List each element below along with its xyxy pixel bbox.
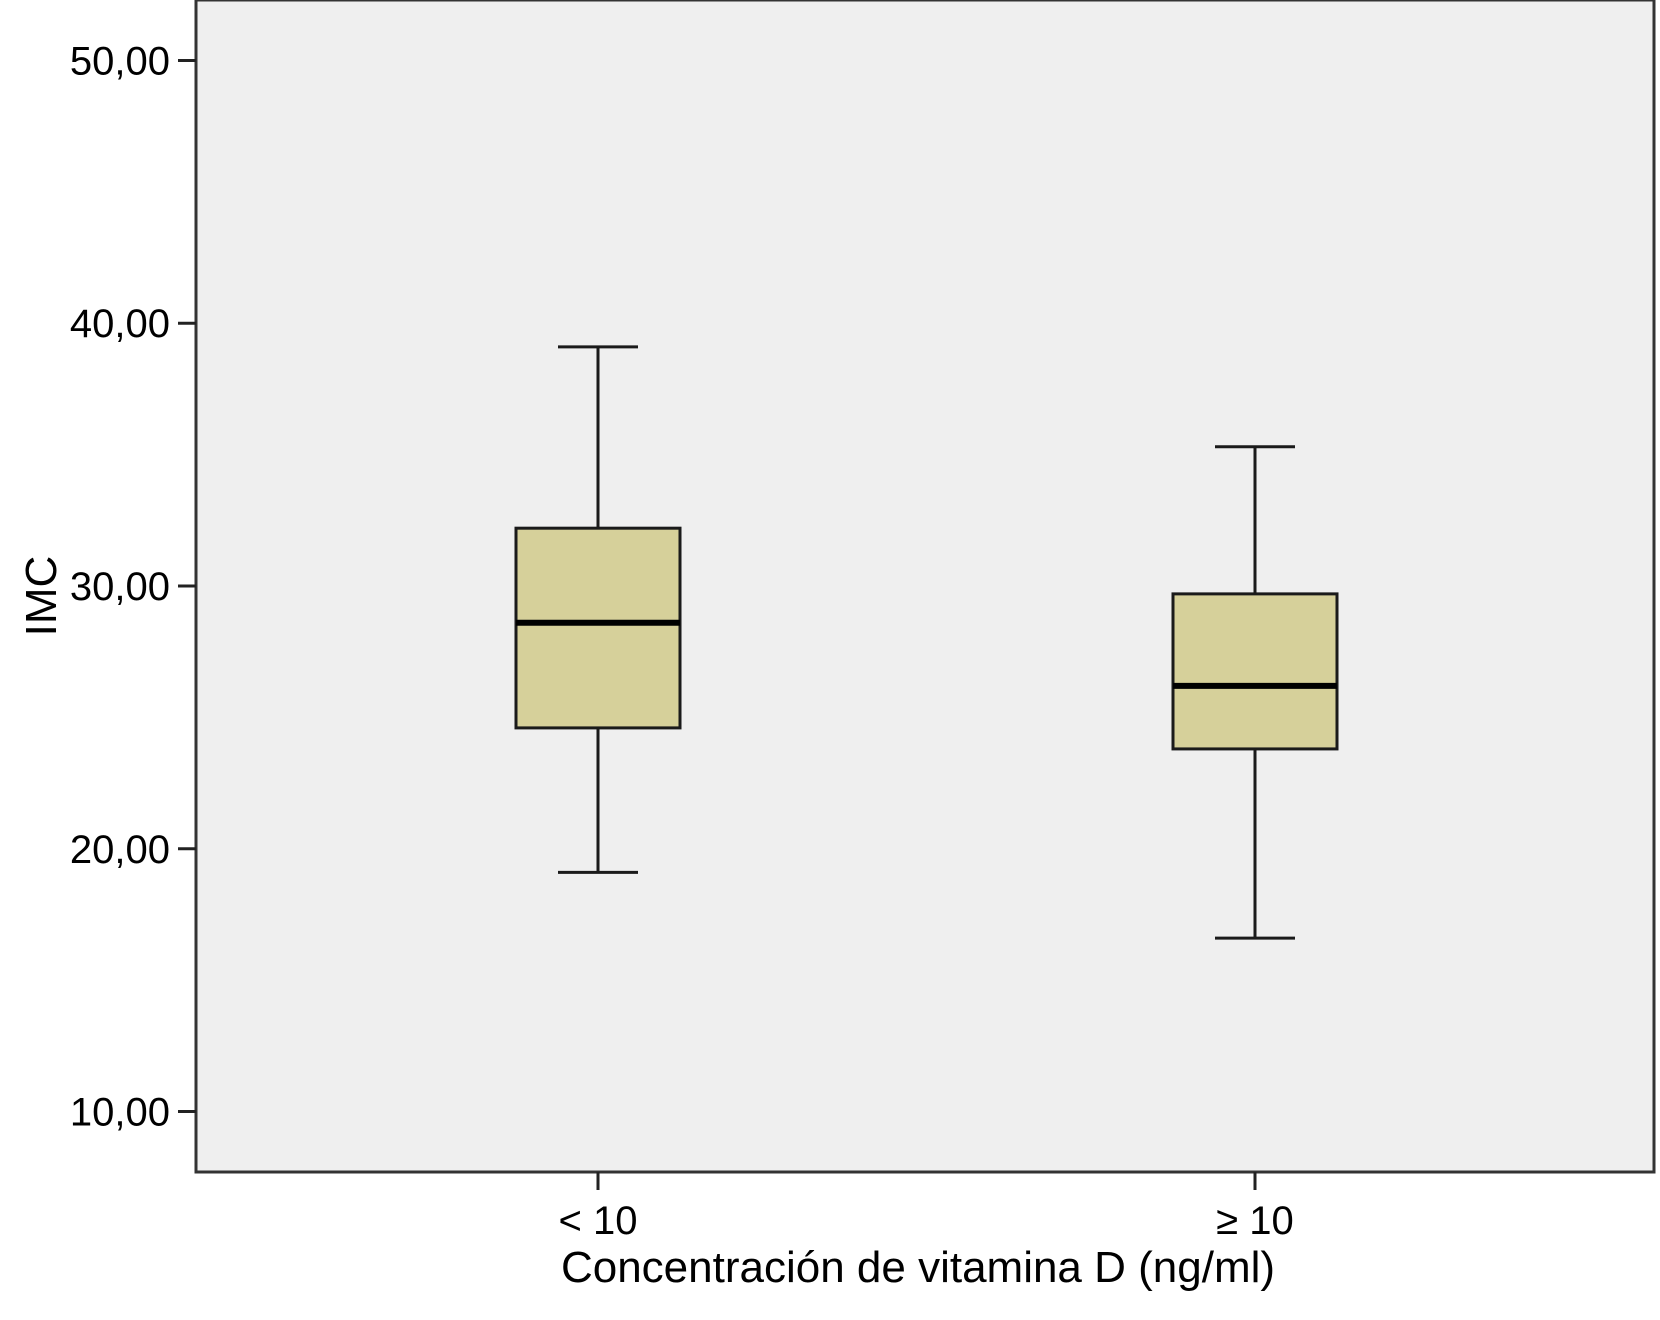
x-tick-label: ≥ 10	[1216, 1199, 1294, 1243]
y-tick-label: 40,00	[70, 302, 170, 346]
x-axis: < 10 ≥ 10	[559, 1172, 1294, 1243]
x-tick-label: < 10	[559, 1199, 638, 1243]
y-axis: 10,00 20,00 30,00 40,00 50,00	[70, 39, 196, 1135]
y-axis-title: IMC	[17, 556, 66, 637]
y-tick-label: 10,00	[70, 1091, 170, 1135]
x-axis-title: Concentración de vitamina D (ng/ml)	[561, 1243, 1275, 1292]
y-tick-label: 30,00	[70, 565, 170, 609]
plot-area	[194, 0, 1656, 1174]
y-tick-label: 20,00	[70, 828, 170, 872]
box-at-least-10	[1171, 445, 1339, 940]
box-below-10	[514, 345, 682, 874]
box-iqr	[514, 526, 682, 730]
box-iqr	[1171, 592, 1339, 751]
y-tick-label: 50,00	[70, 39, 170, 83]
box-series	[514, 345, 1339, 940]
